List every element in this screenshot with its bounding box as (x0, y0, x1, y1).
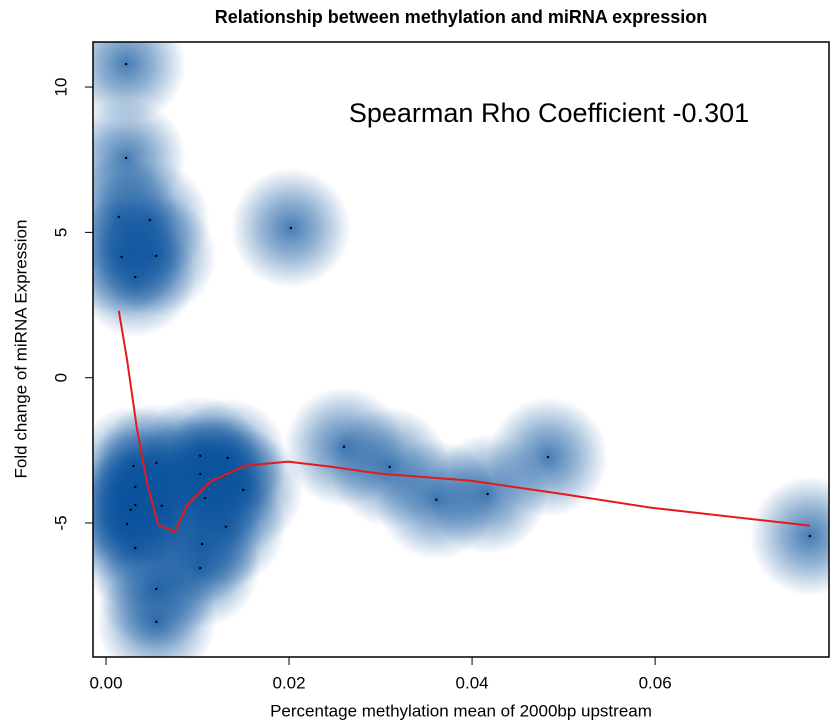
annotation: Spearman Rho Coefficient -0.301 (349, 98, 749, 128)
point (134, 503, 137, 507)
point (200, 542, 204, 546)
point (546, 455, 550, 459)
point (132, 464, 135, 468)
point (155, 254, 158, 258)
point (203, 496, 207, 500)
point (226, 456, 229, 460)
point (134, 275, 137, 279)
point (388, 465, 391, 469)
point (486, 492, 489, 496)
point (155, 587, 158, 591)
x-tick-label: 0.04 (456, 673, 489, 692)
y-tick-label: 10 (51, 78, 70, 97)
point (199, 566, 202, 570)
point (435, 498, 438, 501)
x-tick-label: 0.06 (639, 673, 672, 692)
point (148, 218, 152, 222)
point (124, 156, 128, 160)
point (124, 62, 128, 66)
point (199, 472, 202, 476)
point (120, 255, 123, 259)
x-tick-label: 0.00 (89, 673, 122, 692)
smooth-line (117, 310, 810, 534)
point (808, 534, 811, 538)
x-tick-label: 0.02 (272, 673, 305, 692)
y-tick-label: -5 (51, 515, 70, 530)
y-axis-label: Fold change of miRNA Expression (11, 220, 30, 479)
point (125, 522, 129, 526)
point (289, 226, 293, 230)
point (342, 445, 346, 449)
density-blob (749, 476, 829, 597)
point (117, 215, 121, 219)
density-blob (93, 217, 196, 338)
plot-frame (92, 41, 830, 658)
point (160, 504, 164, 508)
y-tick-label: 5 (51, 228, 70, 237)
point (129, 508, 132, 512)
chart-title: Relationship between methylation and miR… (215, 7, 707, 27)
x-axis-label: Percentage methylation mean of 2000bp up… (270, 701, 652, 720)
point (134, 546, 137, 550)
point (242, 488, 245, 492)
point (134, 485, 137, 489)
point (155, 620, 158, 624)
y-tick-label: 0 (51, 373, 70, 382)
point (224, 525, 228, 528)
point (199, 454, 202, 458)
point (155, 461, 158, 465)
